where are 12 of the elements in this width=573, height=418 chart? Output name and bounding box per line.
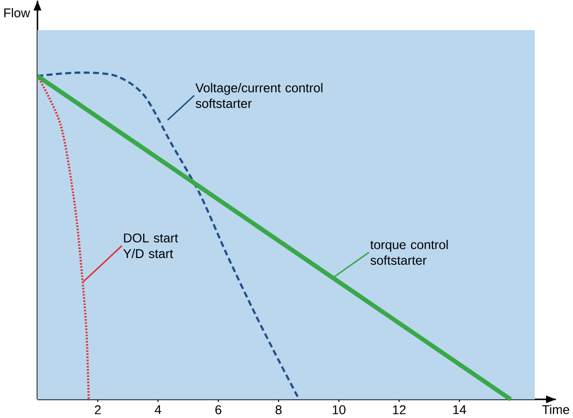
x-tick-label: 8 bbox=[276, 406, 282, 415]
text: Voltage/current control softstarter bbox=[195, 83, 322, 108]
text: torque control softstarter bbox=[370, 240, 448, 266]
x-axis-title: Time bbox=[542, 405, 570, 414]
x-tick-label: 6 bbox=[215, 406, 222, 415]
x-tick-label: 14 bbox=[453, 406, 466, 414]
x-tick-label: 4 bbox=[154, 406, 162, 414]
text: DOL start Y/D start bbox=[123, 234, 178, 258]
x-tick-label: 12 bbox=[393, 406, 406, 414]
y-axis-title: Flow bbox=[4, 8, 30, 18]
x-tick-label: 2 bbox=[94, 406, 101, 414]
x-tick-label: 10 bbox=[332, 406, 346, 415]
